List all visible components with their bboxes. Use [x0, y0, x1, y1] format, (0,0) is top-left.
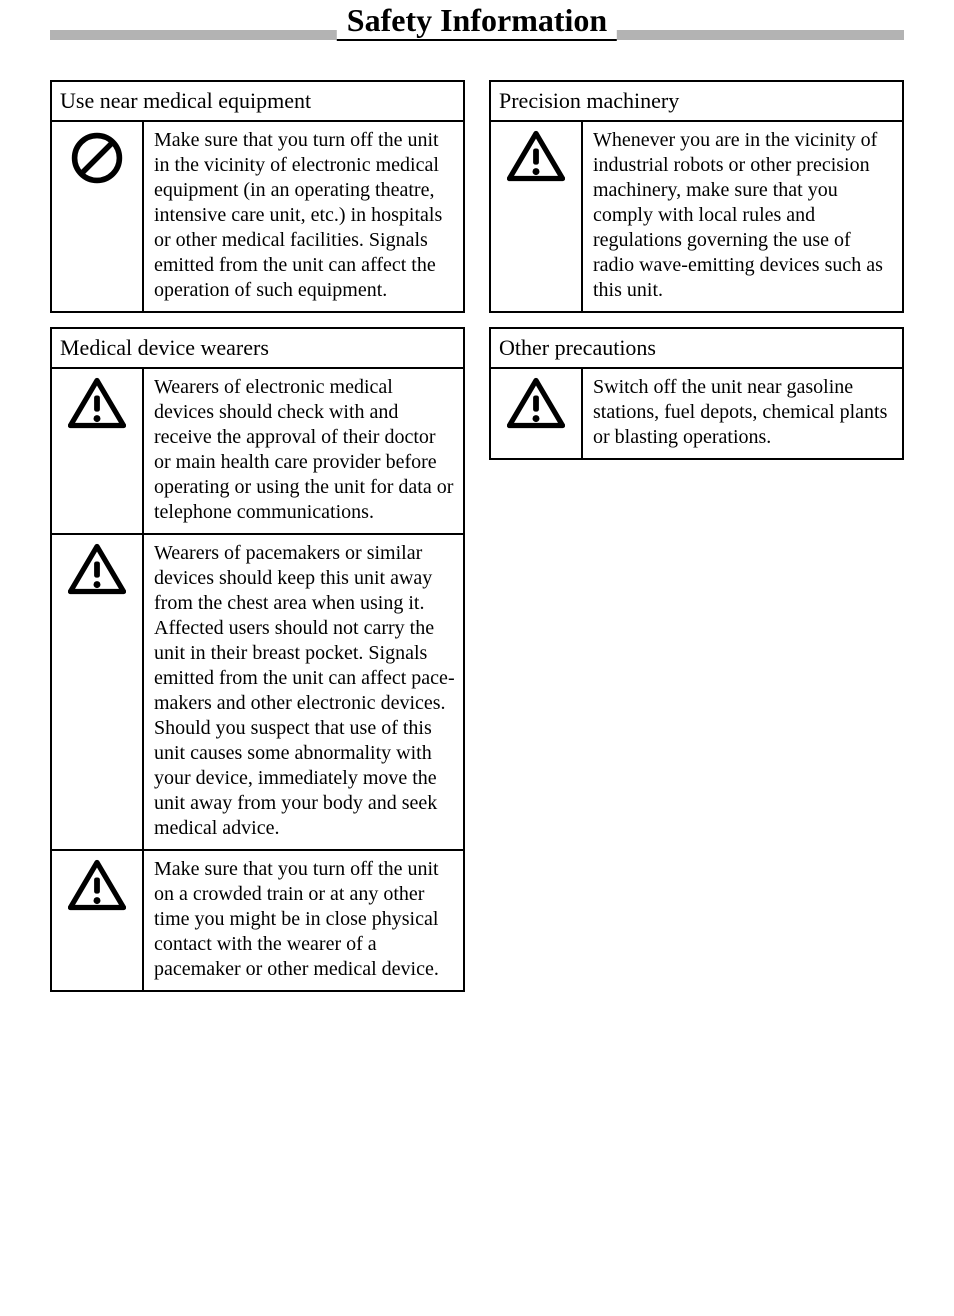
section-title: Precision machinery — [491, 82, 902, 122]
title-bar-wrap: Safety Information — [50, 30, 904, 40]
safety-row: Switch off the unit near gasoline statio… — [491, 369, 902, 458]
safety-text: Make sure that you turn off the unit on … — [144, 851, 463, 990]
two-columns: Use near medical equipmentMake sure that… — [50, 80, 904, 1006]
right-column: Precision machineryWhenever you are in t… — [489, 80, 904, 474]
warning-icon — [52, 851, 144, 990]
safety-row: Whenever you are in the vicinity of indu… — [491, 122, 902, 311]
left-column: Use near medical equipmentMake sure that… — [50, 80, 465, 1006]
warning-icon — [52, 369, 144, 533]
safety-row: Wearers of pacemakers or similar devices… — [52, 535, 463, 851]
warning-icon — [491, 122, 583, 311]
safety-row: Make sure that you turn off the unit on … — [52, 851, 463, 990]
safety-block: Precision machineryWhenever you are in t… — [489, 80, 904, 313]
safety-row: Wearers of electronic medical devices sh… — [52, 369, 463, 535]
section-title: Other precautions — [491, 329, 902, 369]
safety-text: Wearers of pacemakers or similar devices… — [144, 535, 463, 849]
section-title: Use near medical equipment — [52, 82, 463, 122]
safety-block: Other precautionsSwitch off the unit nea… — [489, 327, 904, 460]
warning-icon — [52, 535, 144, 849]
safety-block: Use near medical equipmentMake sure that… — [50, 80, 465, 313]
page: Safety Information Use near medical equi… — [0, 0, 954, 1056]
safety-text: Wearers of electronic medical devices sh… — [144, 369, 463, 533]
section-title: Medical device wearers — [52, 329, 463, 369]
safety-text: Switch off the unit near gasoline statio… — [583, 369, 902, 458]
safety-block: Medical device wearersWearers of electro… — [50, 327, 465, 992]
warning-icon — [491, 369, 583, 458]
safety-text: Whenever you are in the vicinity of indu… — [583, 122, 902, 311]
page-title: Safety Information — [337, 2, 617, 41]
prohibit-icon — [52, 122, 144, 311]
safety-text: Make sure that you turn off the unit in … — [144, 122, 463, 311]
safety-row: Make sure that you turn off the unit in … — [52, 122, 463, 311]
